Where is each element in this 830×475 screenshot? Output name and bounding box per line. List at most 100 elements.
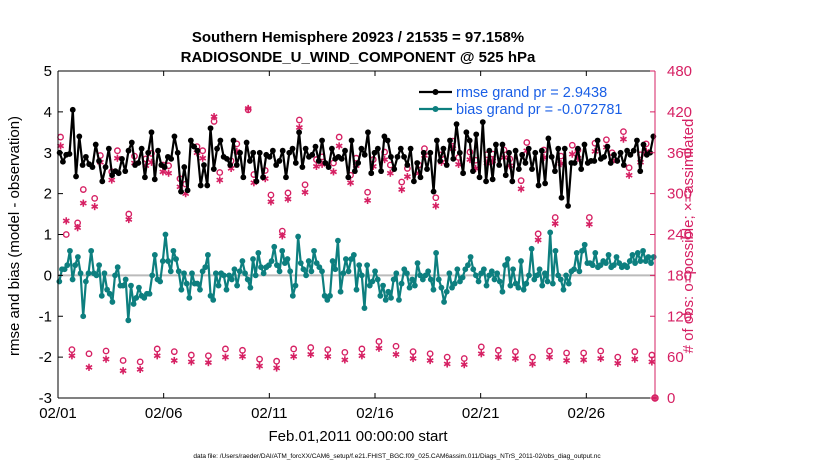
obs-possible-marker [267, 191, 275, 199]
bias-marker [518, 258, 524, 264]
x-tick-label: 02/11 [251, 405, 287, 422]
rmse-marker [181, 164, 188, 170]
bias-marker [210, 297, 217, 303]
axes: -3 -2 -1 0 1 2 3 4 5 0 60 120 180 240 300 360 420 480 02/0… [39, 63, 692, 422]
obs-assimilated-marker [511, 354, 519, 363]
bias-marker [244, 276, 251, 283]
rmse-marker [545, 135, 552, 142]
rmse-marker [607, 160, 614, 166]
obs-assimilated-marker [159, 168, 167, 176]
bias-marker [202, 264, 209, 271]
rmse-marker [365, 129, 371, 136]
y2-tick-label: 360 [667, 145, 692, 162]
obs-assimilated-marker [597, 354, 605, 363]
bias-marker [295, 233, 302, 240]
star-stroke [221, 354, 229, 360]
bias-marker [637, 258, 644, 264]
bias-marker [534, 272, 540, 279]
bias-marker [133, 294, 140, 301]
bias-marker [197, 286, 203, 293]
bias-marker [388, 294, 394, 301]
bias-marker [82, 278, 89, 285]
star-stroke [244, 105, 252, 111]
obs-assimilated-marker [307, 350, 315, 358]
rmse-series [56, 106, 657, 209]
bias-marker [125, 317, 132, 324]
rmse-marker [296, 129, 302, 136]
rmse-marker [535, 182, 542, 189]
bias-marker [194, 280, 201, 287]
rmse-marker [161, 164, 168, 170]
bias-marker [356, 262, 363, 269]
bias-marker [475, 278, 482, 285]
bias-marker [589, 262, 596, 269]
bias-marker [446, 270, 453, 277]
rmse-marker [138, 145, 145, 152]
obs-assimilated-marker [568, 150, 576, 158]
rmse-marker [276, 158, 283, 164]
obs-assimilated-marker [68, 352, 76, 360]
rmse-marker [624, 147, 631, 154]
bias-marker [430, 286, 437, 293]
rmse-marker [493, 141, 499, 148]
rmse-marker [401, 153, 407, 160]
y-tick-label: -2 [39, 349, 52, 366]
rmse-marker [217, 137, 224, 144]
obs-assimilated-marker [119, 367, 127, 375]
obs-possible-marker [295, 116, 303, 124]
rmse-marker [463, 129, 470, 136]
bias-marker [372, 268, 378, 275]
bias-marker [409, 276, 416, 283]
x-axis-label: Feb.01,2011 00:00:00 start [268, 428, 448, 445]
rmse-marker [489, 176, 496, 183]
bias-marker [279, 247, 286, 254]
rmse-marker [496, 162, 503, 168]
bias-marker [565, 280, 572, 287]
rmse-marker [79, 162, 86, 168]
bias-marker [626, 258, 633, 264]
obs-assimilated-marker [187, 358, 195, 366]
bias-marker [411, 282, 418, 289]
rmse-marker [351, 168, 358, 175]
bias-marker [515, 284, 522, 291]
obs-assimilated-marker [648, 358, 656, 366]
star-stroke [511, 355, 519, 361]
star-stroke [256, 363, 264, 369]
rmse-marker [243, 139, 250, 146]
bias-marker [130, 301, 137, 307]
bias-marker [159, 258, 166, 264]
bias-marker [308, 268, 315, 275]
bias-marker [112, 272, 118, 279]
bias-marker [167, 268, 174, 275]
rmse-marker [437, 158, 444, 164]
bias-marker [541, 270, 548, 277]
obs-possible-marker [620, 128, 627, 136]
x-tick-label: 02/16 [356, 405, 394, 422]
bias-marker [151, 252, 158, 258]
bias-marker [560, 286, 567, 293]
obs-possible-marker [222, 345, 229, 353]
bias-marker [459, 274, 466, 281]
star-stroke [568, 151, 576, 157]
rmse-marker [233, 162, 240, 168]
bias-marker [624, 264, 631, 271]
bias-marker [576, 268, 583, 275]
obs-possible-marker [523, 139, 531, 146]
star-stroke [528, 361, 536, 367]
star-stroke [460, 362, 468, 368]
rmse-marker [322, 160, 329, 166]
rmse-marker [368, 170, 375, 177]
rmse-marker [394, 153, 401, 160]
star-stroke [580, 357, 588, 363]
rmse-marker [525, 145, 532, 152]
obs-assimilated-marker [403, 172, 411, 181]
bias-marker [467, 254, 474, 260]
rmse-marker [338, 155, 345, 162]
star-stroke [267, 199, 275, 205]
legend-item-rmse: rmse grand pr = 2.9438 [419, 85, 607, 101]
rmse-marker [319, 137, 325, 144]
rmse-marker [145, 149, 152, 156]
bias-marker [523, 280, 530, 287]
bias-marker [648, 260, 654, 267]
